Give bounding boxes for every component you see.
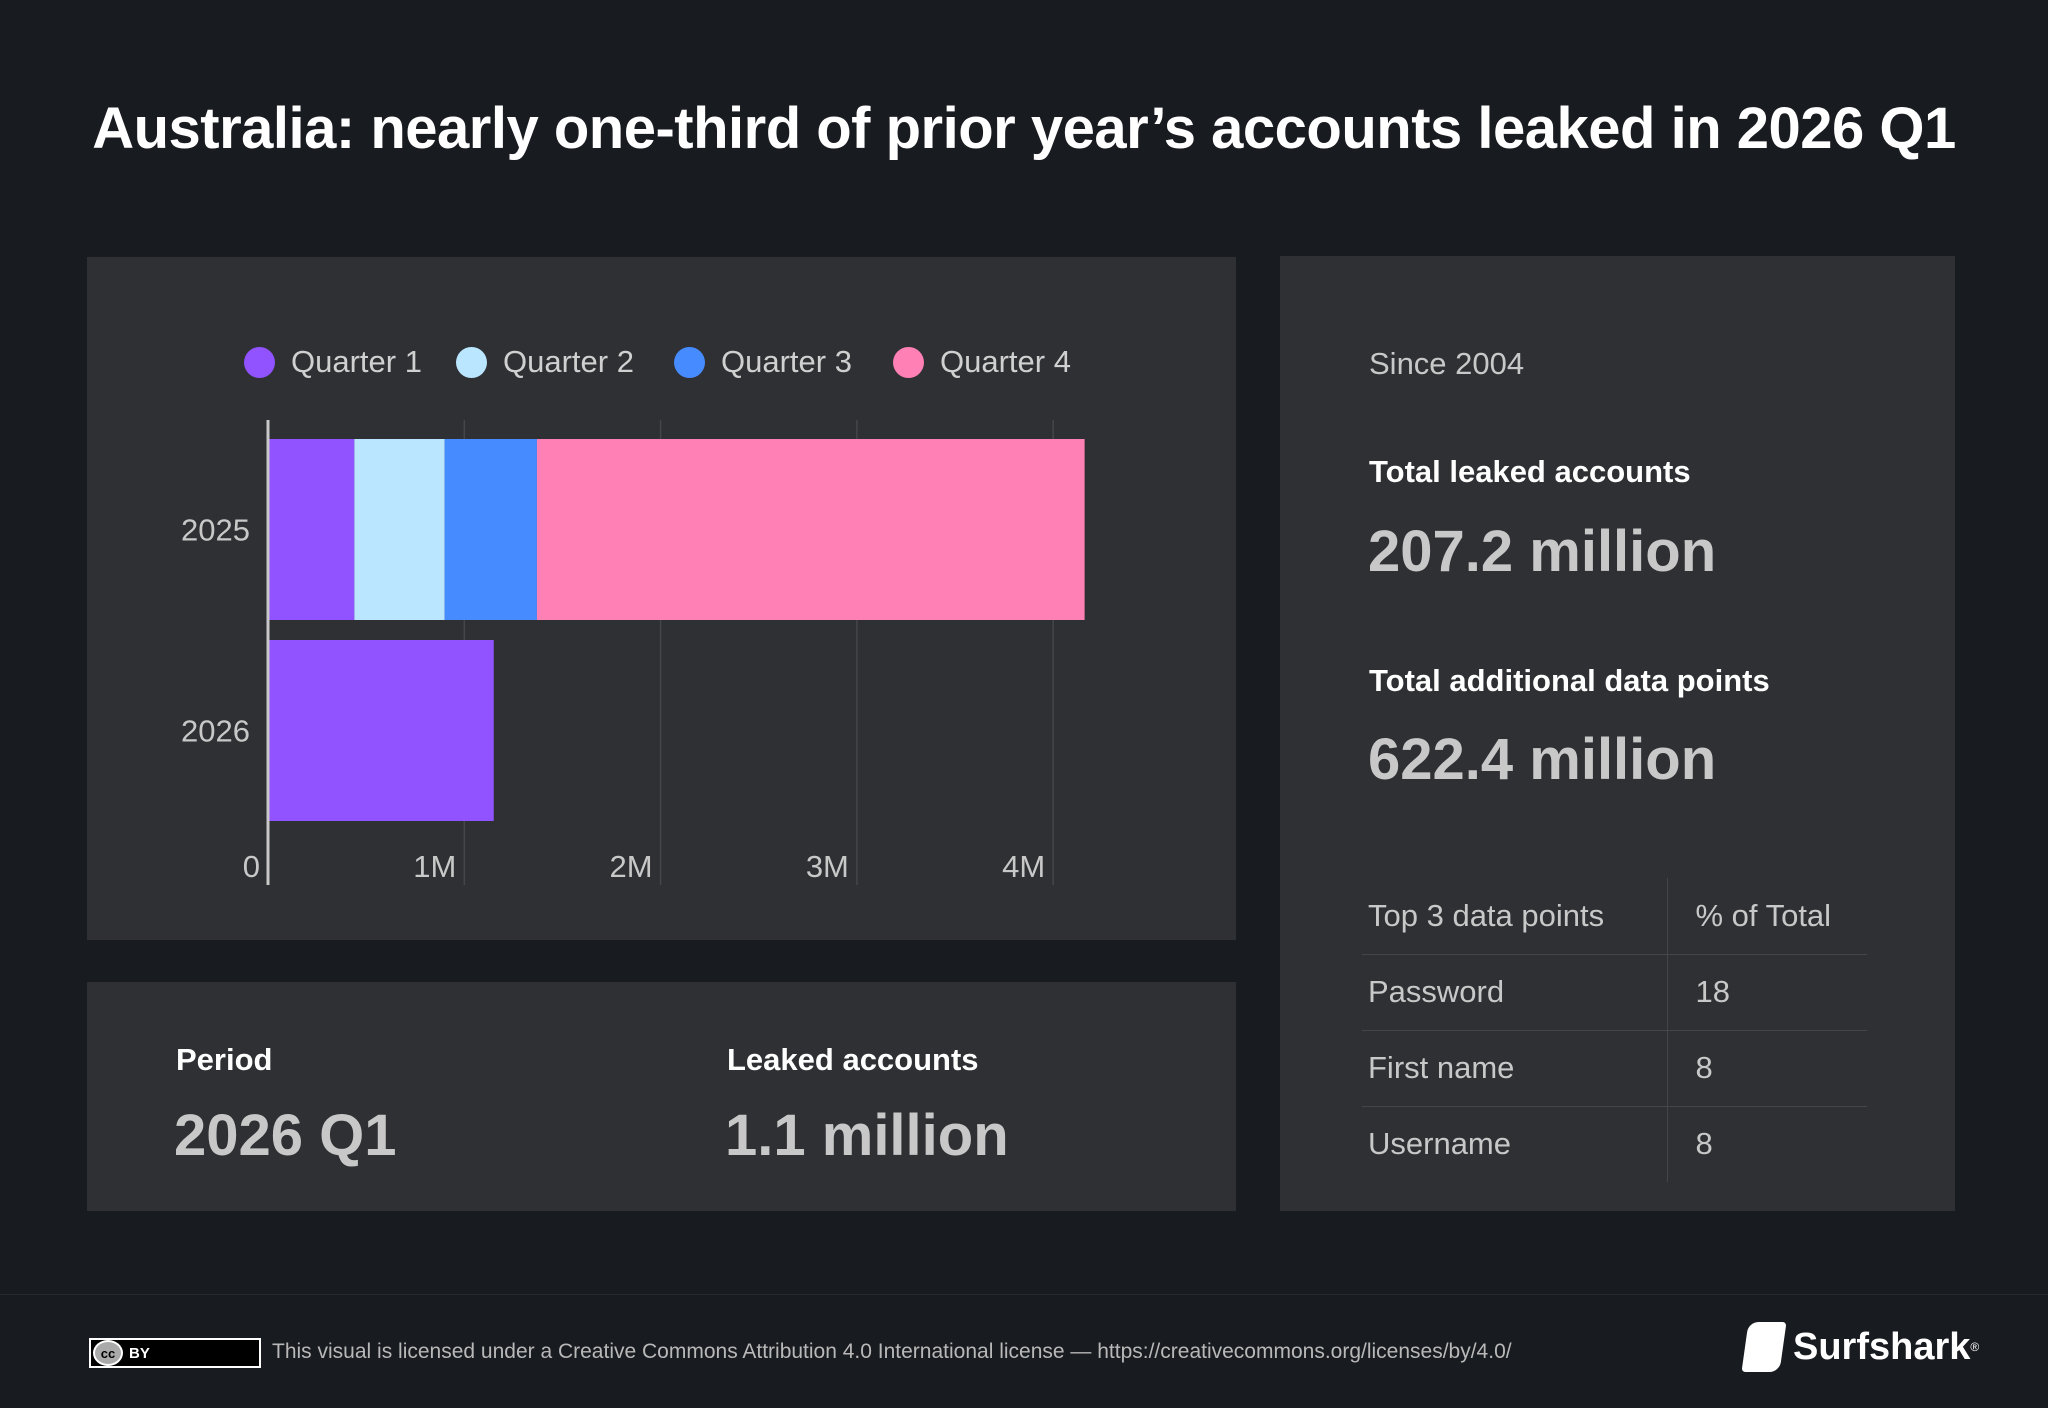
bar-2025-quarter-3 xyxy=(444,439,537,620)
legend-dot-icon xyxy=(456,346,487,378)
table-cell: Password xyxy=(1362,954,1667,1031)
bar-2025-quarter-2 xyxy=(354,439,445,620)
table-cell: 8 xyxy=(1666,1030,1867,1107)
license-text: This visual is licensed under a Creative… xyxy=(272,1340,1512,1363)
table-row: Password 18 xyxy=(1362,954,1867,1031)
chart-panel: Quarter 1 Quarter 2 Quarter 3 Quarter 4 0 1M… xyxy=(87,257,1236,940)
bar-2025-quarter-4 xyxy=(536,439,1085,620)
legend-dot-icon xyxy=(674,346,705,378)
cc-by-text: BY xyxy=(129,1344,150,1362)
period-value: 2026 Q1 xyxy=(174,1103,397,1168)
period-label: Period xyxy=(176,1042,273,1077)
x-tick-label: 1M xyxy=(413,849,456,884)
top-data-points-table: Top 3 data points % of Total Password 18… xyxy=(1362,878,1867,1182)
footer-divider xyxy=(0,1294,2048,1295)
table-cell: 8 xyxy=(1666,1106,1867,1182)
additional-value: 622.4 million xyxy=(1368,727,1717,792)
stats-panel: Since 2004 Total leaked accounts 207.2 m… xyxy=(1280,256,1955,1211)
legend-label: Quarter 3 xyxy=(721,344,852,379)
additional-label: Total additional data points xyxy=(1369,663,1770,698)
legend-item: Quarter 3 xyxy=(674,344,852,380)
surfshark-logo: Surfshark ® xyxy=(1741,1322,1980,1372)
x-tick-label: 4M xyxy=(1002,849,1045,884)
summary-panel: Period 2026 Q1 Leaked accounts 1.1 milli… xyxy=(87,982,1236,1211)
table-row: Username 8 xyxy=(1362,1106,1867,1182)
y-category-label: 2026 xyxy=(181,714,250,749)
legend-item: Quarter 1 xyxy=(244,344,422,380)
x-tick-label: 2M xyxy=(610,849,653,884)
legend-label: Quarter 2 xyxy=(503,344,634,379)
legend-item: Quarter 2 xyxy=(456,344,634,380)
x-tick-label: 3M xyxy=(806,849,849,884)
total-leaked-value: 207.2 million xyxy=(1368,519,1717,584)
cc-icon: cc xyxy=(93,1340,123,1366)
table-cell: 18 xyxy=(1666,954,1867,1031)
bar-2025-quarter-1 xyxy=(268,439,355,620)
legend-dot-icon xyxy=(893,346,924,378)
legend-item: Quarter 4 xyxy=(893,344,1071,380)
x-tick-label: 0 xyxy=(243,849,260,884)
leaked-label: Leaked accounts xyxy=(727,1042,979,1077)
table-cell: Username xyxy=(1368,1126,1511,1162)
since-label: Since 2004 xyxy=(1369,346,1525,381)
table-cell: First name xyxy=(1362,1030,1667,1107)
bar-chart: 0 1M 2M 3M 4M 2025 2026 xyxy=(181,420,1085,885)
legend-label: Quarter 4 xyxy=(940,344,1071,379)
surfshark-logo-icon xyxy=(1741,1322,1787,1372)
y-category-label: 2025 xyxy=(181,513,250,548)
table-header: Top 3 data points xyxy=(1362,878,1667,955)
table-header-row: Top 3 data points % of Total xyxy=(1362,878,1867,955)
leaked-value: 1.1 million xyxy=(725,1103,1009,1168)
page-title: Australia: nearly one-third of prior yea… xyxy=(92,96,1956,161)
table-header: % of Total xyxy=(1666,878,1867,955)
bar-2026-quarter-1 xyxy=(268,640,494,821)
legend-dot-icon xyxy=(244,346,275,378)
registered-mark: ® xyxy=(1970,1340,1980,1354)
cc-by-badge: cc BY xyxy=(89,1338,261,1368)
brand-name: Surfshark xyxy=(1793,1325,1971,1368)
table-row: First name 8 xyxy=(1362,1030,1867,1107)
legend-label: Quarter 1 xyxy=(291,344,422,379)
total-leaked-label: Total leaked accounts xyxy=(1369,454,1691,489)
